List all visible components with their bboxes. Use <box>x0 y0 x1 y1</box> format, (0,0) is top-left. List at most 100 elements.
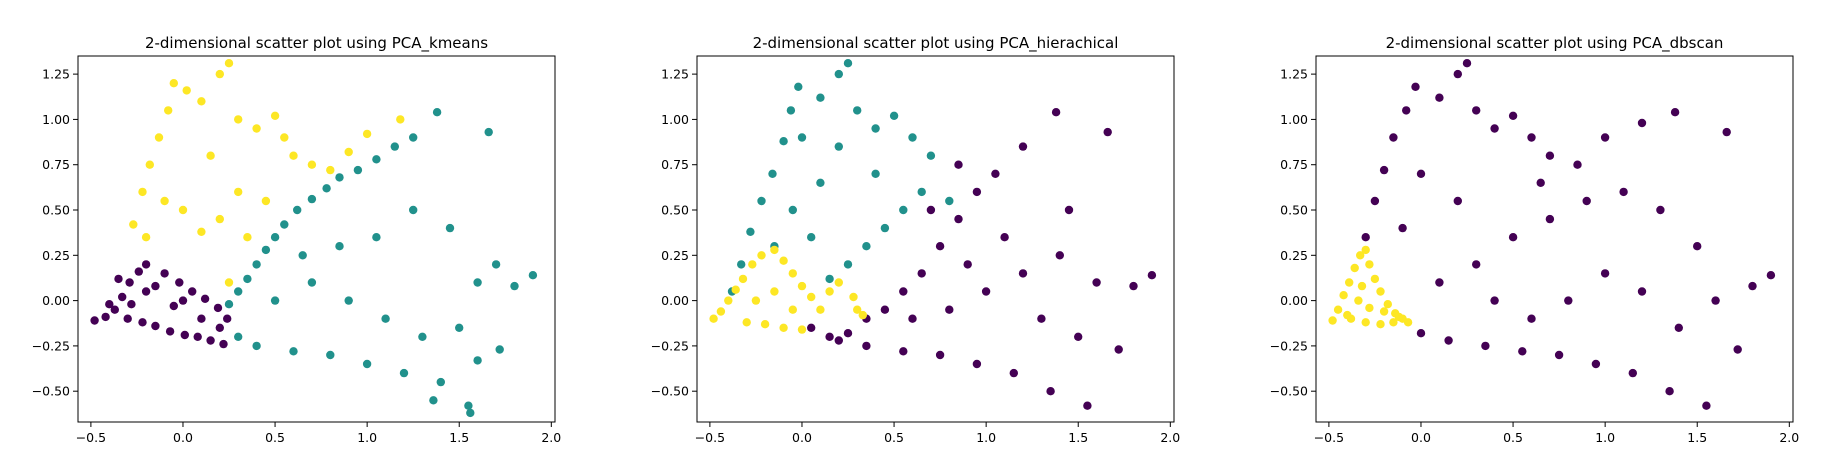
scatter-point-cluster-2 <box>234 187 243 197</box>
scatter-point-cluster-0 <box>141 287 151 296</box>
scatter-point-cluster-0 <box>935 242 945 251</box>
scatter-point-cluster-2 <box>270 111 280 121</box>
scatter-point-cluster-0 <box>1490 124 1499 133</box>
scatter-point-cluster-2 <box>779 256 788 265</box>
scatter-point-cluster-0 <box>1554 350 1564 360</box>
scatter-point-cluster-0 <box>160 269 169 278</box>
scatter-point-cluster-0 <box>1103 127 1112 137</box>
scatter-point-cluster-0 <box>1619 187 1628 197</box>
scatter-point-cluster-1 <box>491 260 501 269</box>
scatter-point-cluster-1 <box>797 133 807 142</box>
y-tick-label: −0.50 <box>651 384 689 399</box>
scatter-point-cluster-2 <box>797 325 807 334</box>
scatter-point-cluster-2 <box>129 220 138 229</box>
y-tick-label: −0.25 <box>32 338 70 353</box>
x-tick-label: 0.5 <box>884 430 904 445</box>
scatter-point-cluster-0 <box>1074 332 1083 341</box>
scatter-point-cluster-0 <box>1766 271 1776 280</box>
scatter-point-cluster-0 <box>1600 269 1610 278</box>
scatter-point-cluster-0 <box>138 318 147 327</box>
scatter-point-cluster-2 <box>1333 305 1343 314</box>
scatter-point-cluster-2 <box>215 214 224 224</box>
y-tick-label: 1.25 <box>661 67 689 82</box>
scatter-point-cluster-2 <box>396 115 405 124</box>
scatter-point-cluster-2 <box>1383 300 1393 309</box>
scatter-point-cluster-1 <box>353 165 363 175</box>
scatter-point-cluster-1 <box>880 223 890 233</box>
scatter-point-cluster-2 <box>326 165 335 175</box>
scatter-point-cluster-2 <box>738 274 748 284</box>
scatter-point-cluster-1 <box>779 137 788 146</box>
scatter-point-cluster-1 <box>843 59 853 68</box>
y-tick-label: 0.25 <box>1280 248 1308 263</box>
scatter-point-cluster-2 <box>751 296 761 305</box>
scatter-point-cluster-0 <box>1092 278 1101 287</box>
scatter-point-cluster-2 <box>849 292 858 302</box>
scatter-point-cluster-1 <box>816 178 825 187</box>
scatter-point-cluster-0 <box>1416 329 1426 338</box>
scatter-point-cluster-2 <box>825 287 834 296</box>
scatter-point-cluster-2 <box>252 124 261 133</box>
scatter-point-cluster-1 <box>224 300 234 309</box>
x-tick-label: 2.0 <box>1779 430 1799 445</box>
x-tick-label: 0.0 <box>173 430 193 445</box>
scatter-point-cluster-0 <box>1472 106 1481 115</box>
scatter-point-cluster-1 <box>293 205 302 215</box>
scatter-point-cluster-0 <box>1527 314 1536 323</box>
scatter-point-cluster-0 <box>1481 341 1490 351</box>
scatter-point-cluster-0 <box>1733 345 1742 354</box>
scatter-point-cluster-0 <box>1462 59 1472 68</box>
scatter-point-cluster-1 <box>326 350 335 360</box>
scatter-point-cluster-2 <box>1394 312 1404 322</box>
scatter-point-cluster-0 <box>1702 401 1711 410</box>
scatter-point-cluster-0 <box>991 169 1000 178</box>
axes-frame <box>77 55 556 423</box>
scatter-point-cluster-0 <box>899 287 908 296</box>
scatter-point-cluster-0 <box>1600 133 1610 142</box>
scatter-point-cluster-0 <box>213 303 223 313</box>
scatter-point-cluster-2 <box>1356 251 1365 260</box>
subplot-hierachical: 2-dimensional scatter plot using PCA_hie… <box>651 34 1181 445</box>
scatter-point-cluster-1 <box>344 296 353 305</box>
chart-title: 2-dimensional scatter plot using PCA_kme… <box>145 34 488 53</box>
x-tick-label: 1.0 <box>357 430 377 445</box>
scatter-point-cluster-1 <box>853 106 862 115</box>
scatter-point-cluster-0 <box>1508 111 1518 121</box>
y-tick-label: 0.50 <box>1280 203 1308 218</box>
scatter-point-cluster-1 <box>335 242 344 251</box>
scatter-point-cluster-1 <box>234 332 243 341</box>
scatter-point-cluster-0 <box>1628 368 1638 378</box>
scatter-point-cluster-0 <box>165 327 175 336</box>
scatter-point-cluster-0 <box>206 336 215 345</box>
scatter-point-cluster-0 <box>1435 278 1444 287</box>
x-tick-label: 1.0 <box>976 430 996 445</box>
scatter-point-cluster-1 <box>252 260 261 269</box>
scatter-point-cluster-1 <box>455 323 464 332</box>
scatter-point-cluster-0 <box>1665 387 1674 396</box>
scatter-point-cluster-0 <box>1147 271 1157 280</box>
scatter-point-cluster-0 <box>1435 93 1444 102</box>
scatter-point-cluster-1 <box>372 155 381 164</box>
scatter-point-cluster-1 <box>794 82 803 92</box>
y-tick-label: 0.75 <box>42 157 70 172</box>
scatter-point-cluster-2 <box>797 281 807 291</box>
scatter-point-cluster-0 <box>1000 233 1009 242</box>
x-tick-label: 1.0 <box>1595 430 1615 445</box>
scatter-point-cluster-2 <box>160 196 169 206</box>
scatter-point-cluster-1 <box>409 205 418 215</box>
scatter-point-cluster-0 <box>1527 133 1536 142</box>
scatter-point-cluster-0 <box>118 292 127 302</box>
scatter-point-cluster-0 <box>1083 401 1092 410</box>
scatter-point-cluster-2 <box>224 278 234 287</box>
scatter-point-cluster-1 <box>528 271 538 280</box>
scatter-point-cluster-1 <box>464 401 473 410</box>
scatter-point-cluster-2 <box>1365 260 1374 269</box>
scatter-point-cluster-1 <box>372 233 381 242</box>
y-tick-label: 0.75 <box>1280 157 1308 172</box>
scatter-point-cluster-1 <box>484 127 493 137</box>
scatter-point-cluster-2 <box>724 296 733 305</box>
scatter-point-cluster-0 <box>963 260 972 269</box>
scatter-point-cluster-0 <box>1518 347 1527 356</box>
scatter-point-cluster-0 <box>1472 260 1481 269</box>
scatter-point-cluster-2 <box>858 310 867 320</box>
